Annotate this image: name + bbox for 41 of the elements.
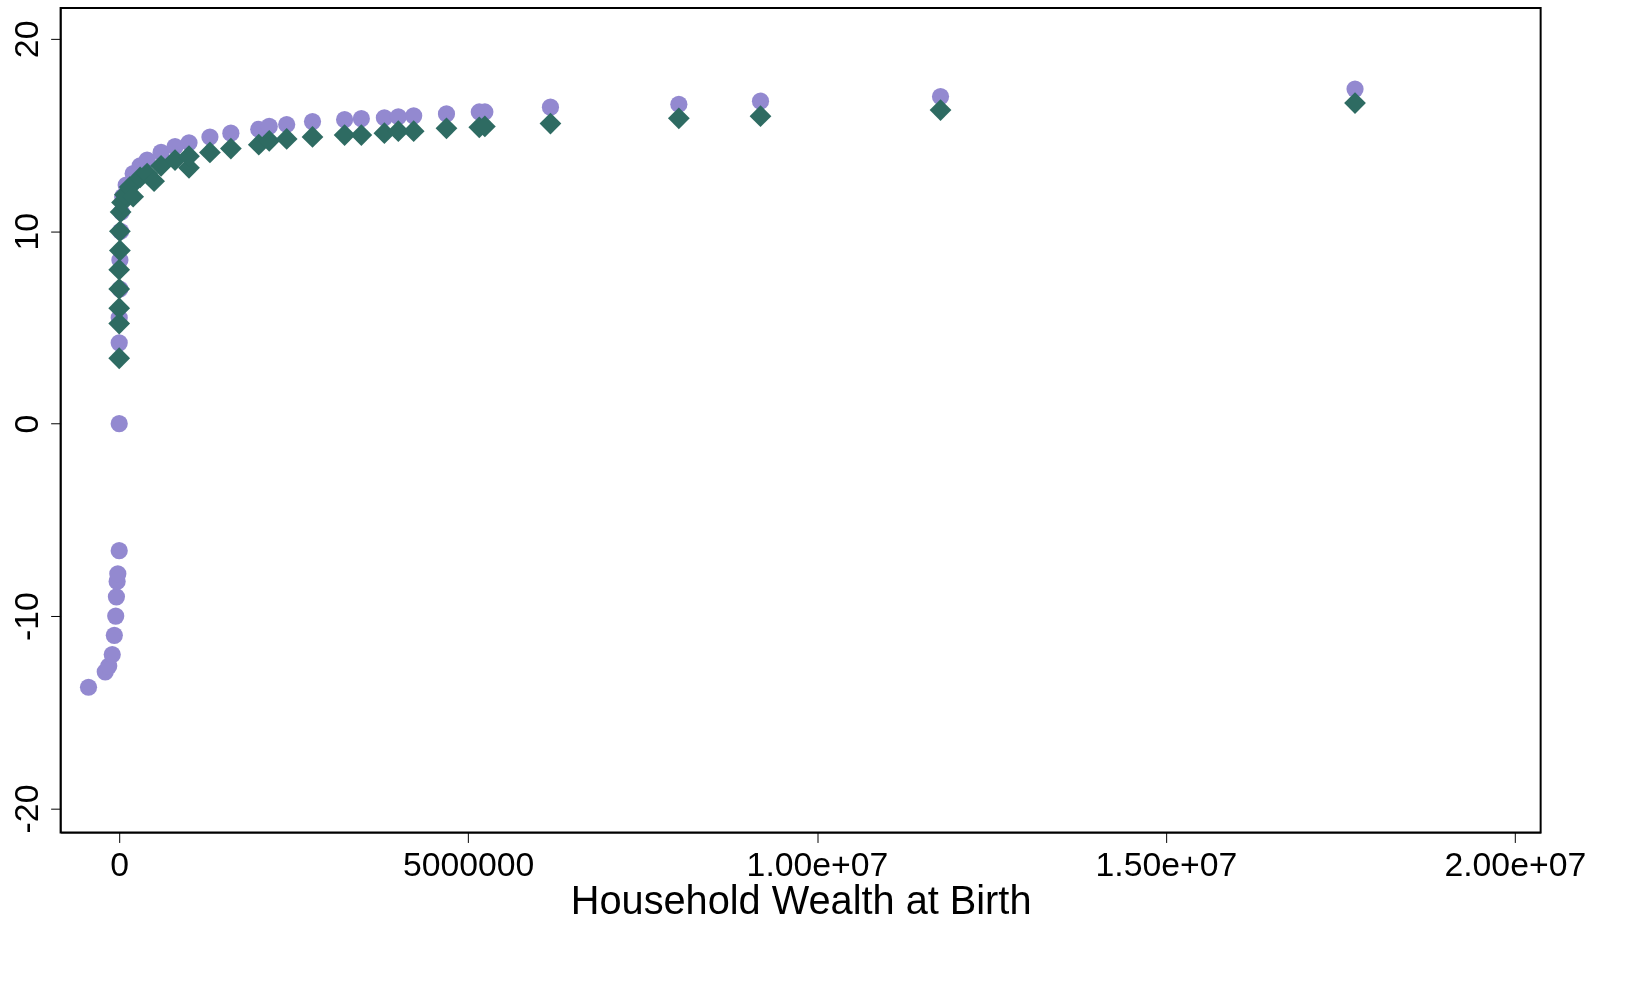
point — [110, 334, 128, 352]
y-tick-label: 0 — [7, 414, 46, 434]
point — [201, 128, 219, 146]
point — [108, 258, 131, 281]
point — [107, 607, 125, 625]
point — [219, 137, 242, 160]
point — [103, 645, 121, 664]
y-tick-label: 10 — [7, 212, 46, 251]
y-tick-label: -10 — [7, 592, 46, 641]
point — [749, 105, 772, 128]
point — [350, 124, 373, 146]
point — [539, 112, 562, 135]
point — [435, 117, 458, 140]
x-tick-label: 0 — [110, 844, 130, 883]
point — [352, 110, 370, 128]
point — [110, 415, 128, 433]
y-tick-label: 20 — [7, 20, 46, 59]
point — [109, 239, 131, 262]
point — [199, 141, 221, 164]
point — [541, 98, 560, 116]
point — [405, 107, 423, 125]
point — [929, 99, 952, 121]
y-tick-label: -20 — [7, 784, 46, 834]
point — [303, 113, 322, 131]
x-tick-label: 2.00e+07 — [1444, 844, 1587, 883]
point — [275, 128, 298, 150]
point — [105, 626, 123, 644]
point — [333, 124, 356, 146]
point — [143, 170, 165, 193]
point — [667, 107, 690, 130]
point — [336, 111, 354, 129]
point — [150, 154, 172, 177]
point — [301, 126, 324, 148]
x-tick-label: 5000000 — [402, 844, 535, 883]
point — [222, 124, 240, 142]
point — [110, 542, 128, 560]
point — [79, 678, 98, 696]
point — [107, 588, 126, 606]
x-tick-label: 1.50e+07 — [1095, 844, 1238, 883]
point — [1344, 92, 1366, 114]
point — [108, 347, 131, 370]
